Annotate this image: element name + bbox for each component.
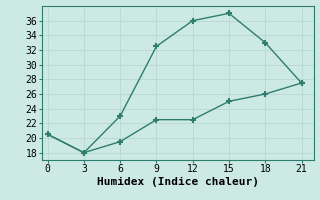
X-axis label: Humidex (Indice chaleur): Humidex (Indice chaleur) [97, 177, 259, 187]
